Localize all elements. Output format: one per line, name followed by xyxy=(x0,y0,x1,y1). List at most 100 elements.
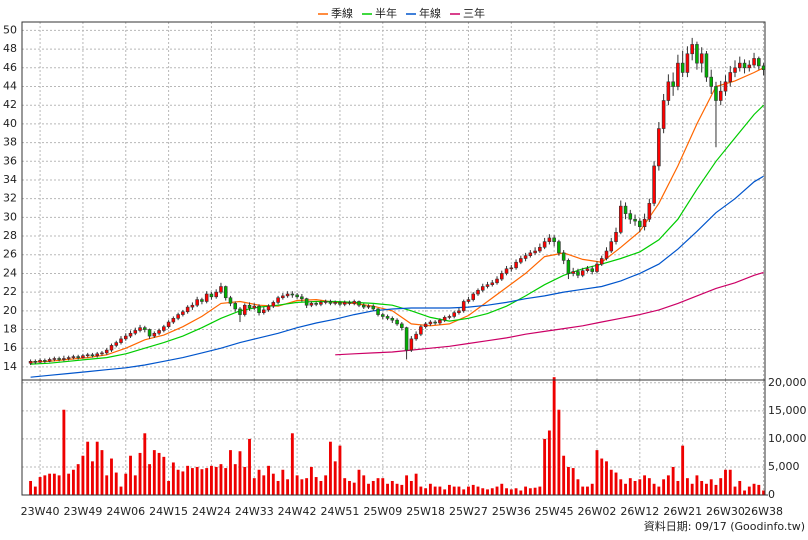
volume-bar xyxy=(700,480,704,495)
candle-body xyxy=(485,284,490,287)
x-tick-label: 26W21 xyxy=(663,505,702,518)
candle-body xyxy=(718,90,723,101)
candle-body xyxy=(395,319,399,325)
candle-body xyxy=(342,302,347,305)
candle-body xyxy=(333,302,337,304)
candle-body xyxy=(638,220,642,228)
legend-label: 季線 xyxy=(331,6,353,20)
volume-bar xyxy=(552,377,556,495)
candle-body xyxy=(33,361,38,363)
x-tick-label: 24W51 xyxy=(321,505,360,518)
volume-bar xyxy=(695,475,699,495)
volume-bar xyxy=(262,475,266,495)
candle-body xyxy=(166,321,171,328)
candle-body xyxy=(528,252,533,256)
candle-body xyxy=(633,218,637,222)
volume-bar xyxy=(105,475,109,495)
y-tick-label: 15,000 xyxy=(768,404,807,417)
y-tick-label: 38 xyxy=(3,136,17,149)
candle-body xyxy=(104,349,109,354)
volume-bar xyxy=(71,469,75,495)
volume-bar xyxy=(33,486,37,495)
volume-bar xyxy=(619,479,623,495)
candle-body xyxy=(352,301,357,304)
y-tick-label: 10,000 xyxy=(768,432,807,445)
candle-body xyxy=(328,301,333,304)
volume-bar xyxy=(214,466,218,495)
volume-bar xyxy=(314,477,318,495)
candle-body xyxy=(576,271,580,276)
ma-line xyxy=(30,67,764,363)
candle-body xyxy=(490,282,495,285)
candle-body xyxy=(733,67,737,73)
volume-bar xyxy=(600,458,604,495)
volume-bar xyxy=(190,468,194,495)
volume-bar xyxy=(447,484,451,495)
volume-bar xyxy=(171,462,175,495)
volume-bar xyxy=(305,478,309,495)
candle-body xyxy=(257,305,261,313)
y-tick-label: 42 xyxy=(3,98,17,111)
candle-body xyxy=(190,304,195,308)
candle-body xyxy=(290,293,295,296)
x-tick-label: 23W40 xyxy=(21,505,60,518)
volume-bar xyxy=(271,473,275,495)
volume-bar xyxy=(462,489,466,495)
volume-bar xyxy=(367,483,370,495)
candle-body xyxy=(647,203,652,220)
candle-body xyxy=(628,213,633,220)
candle-body xyxy=(157,330,161,334)
volume-bar xyxy=(324,475,328,495)
candle-body xyxy=(71,356,76,358)
volume-bar xyxy=(581,486,585,495)
volume-bar xyxy=(114,472,118,495)
candle-body xyxy=(152,332,157,337)
x-tick-label: 25W09 xyxy=(363,505,402,518)
volume-bar xyxy=(628,478,632,495)
candle-body xyxy=(566,260,571,274)
volume-bar xyxy=(133,475,137,495)
volume-bar xyxy=(476,486,480,495)
candle-body xyxy=(666,81,671,101)
candle-body xyxy=(438,319,442,324)
volume-bar xyxy=(386,483,389,495)
candle-body xyxy=(552,237,556,242)
volume-bar xyxy=(614,472,618,495)
volume-bar xyxy=(500,483,504,495)
candle-body xyxy=(685,53,690,73)
volume-bar xyxy=(728,469,732,495)
legend-label: 三年 xyxy=(463,6,485,20)
x-tick-label: 26W02 xyxy=(578,505,617,518)
y-tick-label: 30 xyxy=(3,210,17,223)
candle-body xyxy=(442,317,447,321)
candle-body xyxy=(414,333,418,340)
candle-body xyxy=(204,293,209,302)
volume-bar xyxy=(381,478,385,495)
volume-bar xyxy=(519,490,523,495)
volume-bar xyxy=(91,461,94,495)
candle-body xyxy=(76,356,80,358)
candle-body xyxy=(742,62,747,69)
candle-body xyxy=(200,299,204,302)
volume-bar xyxy=(538,486,542,495)
x-tick-label: 26W30 xyxy=(706,505,745,518)
volume-bar xyxy=(176,469,180,495)
volume-bar xyxy=(514,488,518,495)
candle-body xyxy=(357,301,361,306)
y-tick-label: 24 xyxy=(3,266,17,279)
volume-bar xyxy=(100,450,104,495)
volume-bar xyxy=(210,465,213,495)
candle-body xyxy=(590,268,594,272)
candle-body xyxy=(242,304,247,315)
volume-bar xyxy=(566,466,570,495)
volume-bar xyxy=(52,473,56,495)
volume-bar xyxy=(638,479,642,495)
x-tick-label: 26W38 xyxy=(744,505,783,518)
y-tick-label: 20,000 xyxy=(768,376,807,389)
candle-body xyxy=(295,294,299,298)
volume-bar xyxy=(400,484,404,495)
volume-bar xyxy=(681,445,685,495)
candle-body xyxy=(262,309,266,313)
y-tick-label: 22 xyxy=(3,285,17,298)
